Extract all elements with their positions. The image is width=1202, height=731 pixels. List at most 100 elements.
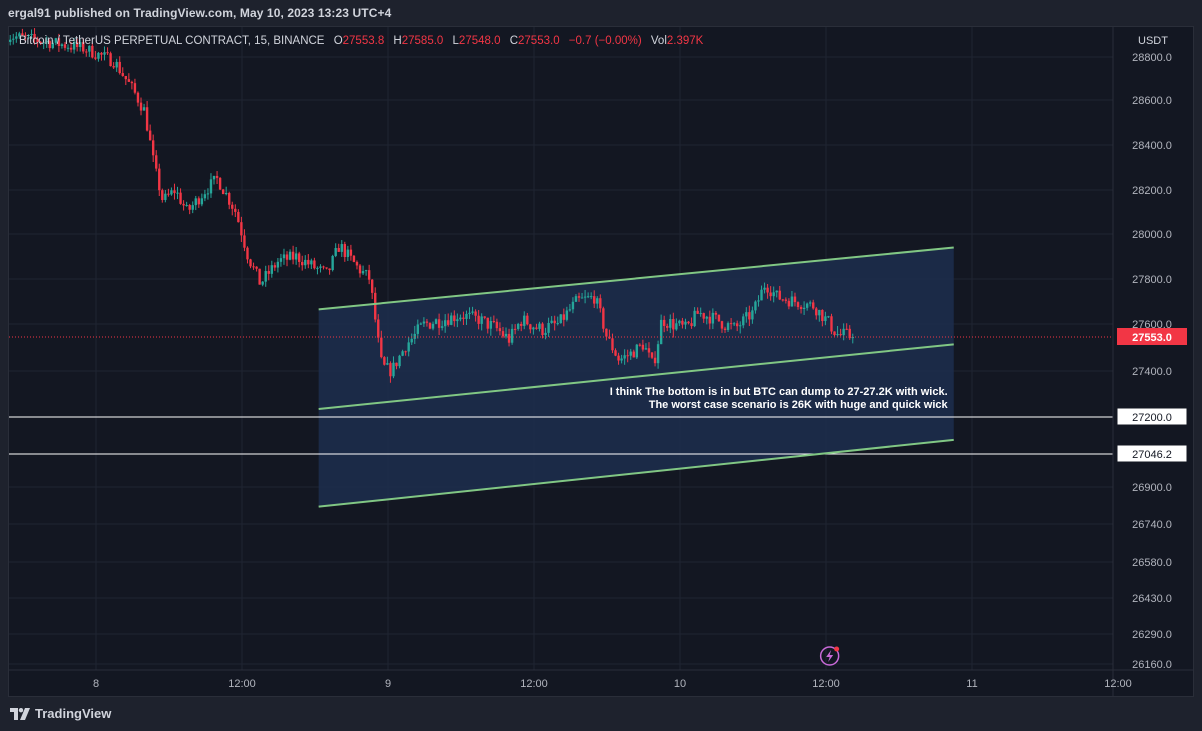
candle-body — [787, 300, 791, 307]
tradingview-logo[interactable]: TradingView — [10, 706, 111, 721]
candle-body — [115, 61, 118, 68]
y-tick-label: 28000.0 — [1132, 229, 1172, 241]
candle-body — [699, 313, 702, 315]
candle-body — [355, 261, 359, 266]
annotation-line-0[interactable]: I think The bottom is in but BTC can dum… — [610, 386, 948, 398]
level-price-label-0: 27200.0 — [1132, 412, 1172, 424]
candle-body — [453, 315, 456, 322]
candle-body — [726, 323, 730, 330]
candle-body — [88, 45, 91, 52]
candle-body — [340, 244, 343, 252]
candle-body — [471, 311, 474, 313]
level-price-box-1[interactable] — [1116, 444, 1188, 463]
candle-body — [82, 42, 85, 52]
candle-body — [483, 316, 486, 318]
x-tick-label: 12:00 — [812, 678, 840, 690]
price-chart[interactable]: I think The bottom is in but BTC can dum… — [9, 27, 1194, 697]
candle-body — [301, 261, 304, 266]
candle-body — [684, 321, 687, 325]
candle-body — [267, 271, 270, 274]
candle-body — [237, 211, 240, 223]
candle-body — [121, 73, 124, 76]
candle-body — [805, 303, 809, 308]
chart-frame[interactable]: I think The bottom is in but BTC can dum… — [8, 26, 1194, 697]
candle-body — [57, 38, 61, 47]
candle-body — [179, 192, 182, 204]
candle-body — [605, 328, 608, 337]
legend-low-label: L — [452, 35, 459, 47]
candle-body — [288, 251, 292, 260]
y-tick-label: 28400.0 — [1132, 140, 1172, 152]
candle-body — [656, 344, 660, 364]
candle-body — [231, 204, 234, 209]
candle-body — [316, 267, 319, 269]
channel-lower-line[interactable] — [318, 438, 954, 508]
candle-body — [252, 266, 255, 268]
candle-body — [568, 309, 572, 311]
candle-body — [784, 299, 788, 301]
candle-body — [346, 249, 350, 258]
candle-body — [255, 266, 258, 269]
candle-body — [635, 344, 639, 358]
level-price-box-0[interactable] — [1116, 407, 1188, 426]
channel-upper-line[interactable] — [318, 246, 954, 311]
candle-body — [343, 244, 347, 258]
y-tick-label: 26160.0 — [1132, 659, 1172, 671]
candle-body — [611, 338, 614, 351]
candle-body — [51, 42, 55, 49]
candle-body — [763, 287, 766, 290]
candle-body — [380, 337, 383, 358]
candle-body — [507, 333, 511, 343]
y-tick-label: 26900.0 — [1132, 482, 1172, 494]
price-axis-panel[interactable] — [1113, 27, 1194, 697]
candle-body — [702, 313, 705, 319]
candle-body — [480, 316, 483, 324]
channel-middle-line[interactable] — [318, 343, 954, 410]
candle-body — [678, 320, 681, 324]
candle-body — [203, 194, 207, 199]
candle-body — [9, 39, 12, 42]
y-tick-label: 26290.0 — [1132, 629, 1172, 641]
candle-body — [659, 319, 663, 345]
candle-body — [443, 320, 447, 327]
candle-body — [620, 358, 623, 361]
candle-body — [760, 289, 763, 301]
candle-body — [535, 327, 538, 329]
candle-body — [693, 310, 696, 327]
candle-body — [15, 36, 18, 39]
candle-body — [520, 323, 523, 326]
candle-body — [48, 41, 51, 49]
candle-body — [422, 321, 426, 324]
candle-body — [370, 279, 374, 293]
candle-body — [69, 47, 73, 50]
candle-body — [465, 313, 468, 319]
candle-body — [669, 319, 672, 328]
candle-body — [361, 271, 365, 274]
candle-body — [331, 255, 334, 271]
candle-body — [501, 331, 505, 337]
last-price-box[interactable] — [1117, 328, 1187, 345]
annotation-line-1[interactable]: The worst case scenario is 26K with huge… — [649, 399, 949, 411]
flash-icon[interactable] — [819, 646, 840, 666]
candle-body — [751, 310, 754, 320]
candle-body — [124, 75, 128, 80]
candle-body — [793, 296, 797, 303]
legend-high-label: H — [393, 35, 402, 47]
candle-body — [155, 155, 158, 169]
candle-body — [662, 319, 666, 326]
candle-body — [319, 266, 322, 268]
candle-body — [495, 321, 499, 329]
candle-body — [200, 198, 204, 205]
candle-body — [614, 350, 617, 356]
candle-body — [72, 41, 76, 50]
y-tick-label: 27800.0 — [1132, 274, 1172, 286]
candle-body — [148, 130, 152, 141]
candle-body — [696, 310, 699, 314]
candle-body — [270, 265, 274, 274]
candle-body — [748, 312, 751, 320]
candle-body — [136, 92, 140, 103]
x-tick-label: 12:00 — [1104, 678, 1132, 690]
legend-close-label: C — [509, 35, 519, 47]
candle-body — [708, 316, 712, 324]
candle-body — [383, 357, 386, 365]
